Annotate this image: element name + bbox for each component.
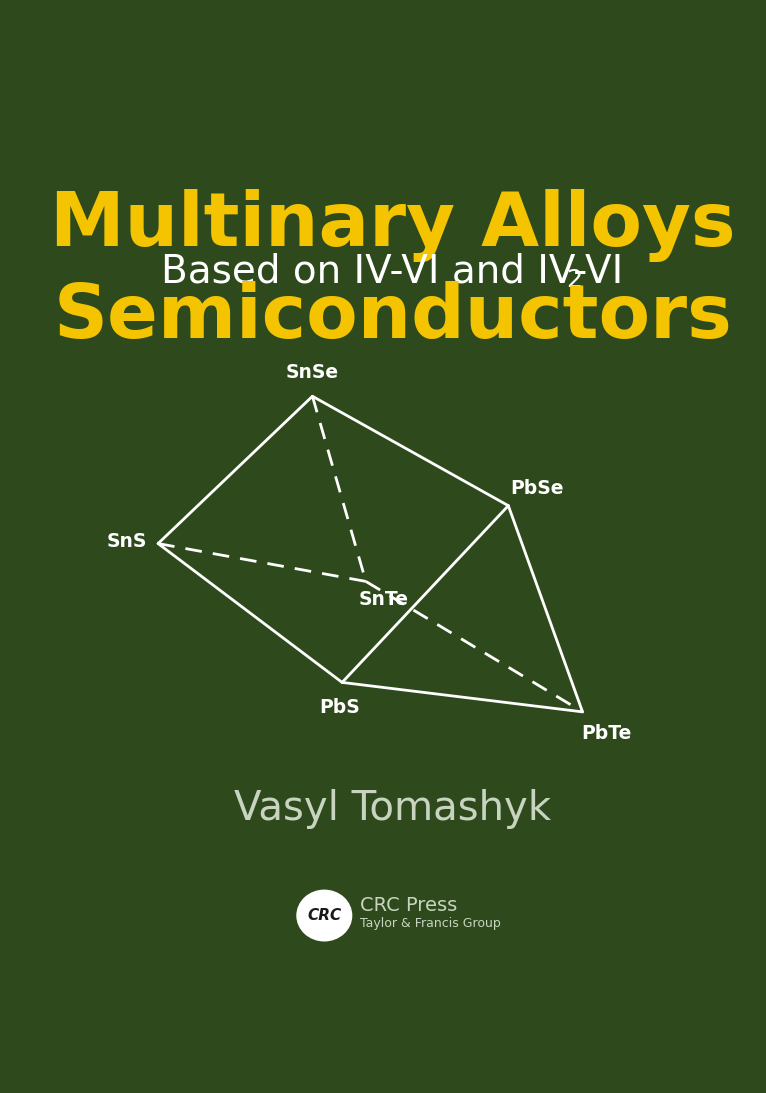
Text: 2: 2 xyxy=(567,268,583,292)
Text: Based on IV-VI and IV-VI: Based on IV-VI and IV-VI xyxy=(162,252,624,291)
Text: PbSe: PbSe xyxy=(510,480,564,498)
Text: Multinary Alloys: Multinary Alloys xyxy=(50,189,735,262)
Ellipse shape xyxy=(297,891,352,941)
Text: CRC Press: CRC Press xyxy=(360,896,457,915)
Text: SnS: SnS xyxy=(107,532,147,551)
Text: PbS: PbS xyxy=(319,698,359,717)
Text: CRC: CRC xyxy=(307,908,342,924)
Text: Semiconductors: Semiconductors xyxy=(53,282,732,354)
Text: SnSe: SnSe xyxy=(286,363,339,383)
Text: PbTe: PbTe xyxy=(581,725,631,743)
Text: Vasyl Tomashyk: Vasyl Tomashyk xyxy=(234,789,552,828)
Text: SnTe: SnTe xyxy=(358,590,409,610)
Text: Taylor & Francis Group: Taylor & Francis Group xyxy=(360,917,501,930)
